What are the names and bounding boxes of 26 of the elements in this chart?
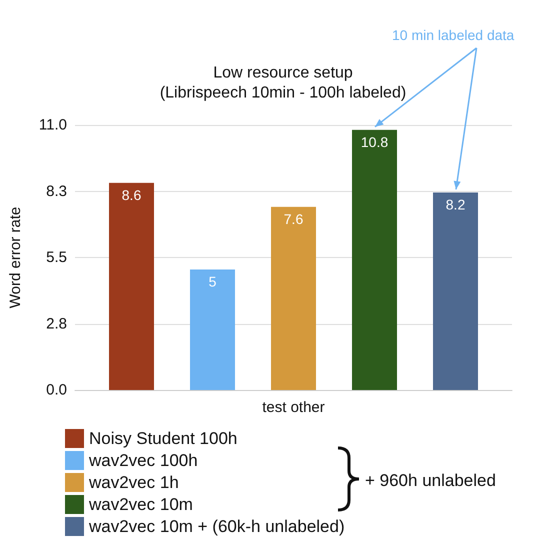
data-label: 5 bbox=[208, 274, 217, 290]
x-tick-label: test other bbox=[262, 399, 325, 416]
bar bbox=[433, 192, 478, 390]
chart-subtitle: (Librispeech 10min - 100h labeled) bbox=[160, 84, 406, 102]
y-tick-label: 11.0 bbox=[38, 116, 67, 134]
data-label: 8.6 bbox=[122, 186, 142, 203]
chart-title: Low resource setup bbox=[213, 64, 353, 82]
bar bbox=[352, 130, 397, 390]
y-tick-label: 5.5 bbox=[46, 249, 67, 266]
y-tick-label: 2.8 bbox=[46, 315, 67, 332]
legend-label: wav2vec 1h bbox=[88, 473, 179, 492]
data-label: 7.6 bbox=[284, 210, 304, 227]
legend-label: wav2vec 100h bbox=[88, 451, 198, 470]
text: + 960h unlabeled bbox=[365, 471, 496, 490]
legend-label: wav2vec 10m bbox=[88, 495, 193, 514]
data-label: 10.8 bbox=[360, 134, 388, 150]
bar bbox=[271, 206, 316, 390]
y-tick-label: 8.3 bbox=[46, 182, 67, 200]
legend-label: Noisy Student 100h bbox=[89, 429, 238, 448]
legend-label: wav2vec 10m + (60k-h unlabeled) bbox=[88, 517, 345, 536]
y-tick-label: 0.0 bbox=[46, 382, 67, 398]
bar bbox=[109, 182, 154, 390]
data-label: 8.2 bbox=[446, 196, 466, 212]
bar bbox=[190, 270, 235, 390]
y-axis-title: Word error rate bbox=[7, 206, 24, 308]
text: 10 min labeled data bbox=[392, 27, 514, 43]
